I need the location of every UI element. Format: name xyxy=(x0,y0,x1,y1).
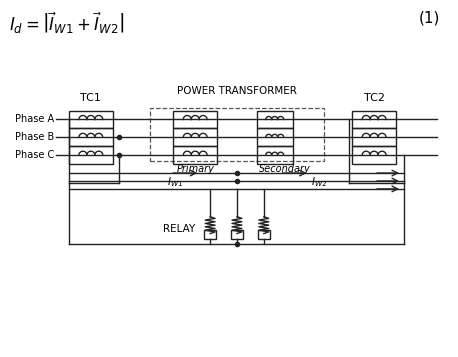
Bar xyxy=(257,146,293,164)
Text: $I_{W2}$: $I_{W2}$ xyxy=(311,175,327,189)
Text: TC2: TC2 xyxy=(364,92,385,102)
Text: Primary: Primary xyxy=(176,164,214,174)
Text: $I_d = \left|\vec{I}_{W1} + \vec{I}_{W2}\right|$: $I_d = \left|\vec{I}_{W1} + \vec{I}_{W2}… xyxy=(9,10,125,36)
Text: POWER TRANSFORMER: POWER TRANSFORMER xyxy=(177,86,297,96)
Text: RELAY: RELAY xyxy=(163,223,195,233)
Bar xyxy=(257,111,293,129)
Text: Phase C: Phase C xyxy=(15,150,54,160)
Bar xyxy=(69,129,113,146)
Text: Phase B: Phase B xyxy=(15,132,54,142)
Bar xyxy=(352,111,396,129)
Bar xyxy=(257,129,293,146)
Text: $I_{W1}$: $I_{W1}$ xyxy=(167,175,184,189)
Bar xyxy=(173,146,217,164)
Bar xyxy=(204,230,216,239)
Bar xyxy=(69,146,113,164)
Text: TC1: TC1 xyxy=(81,92,101,102)
Text: Phase A: Phase A xyxy=(15,115,54,125)
Text: Secondary: Secondary xyxy=(259,164,311,174)
Bar xyxy=(173,111,217,129)
Text: (1): (1) xyxy=(419,10,440,25)
Bar xyxy=(231,230,243,239)
Bar xyxy=(173,129,217,146)
Bar xyxy=(69,111,113,129)
Bar xyxy=(258,230,270,239)
Bar xyxy=(352,129,396,146)
Bar xyxy=(151,107,324,161)
Bar xyxy=(352,146,396,164)
